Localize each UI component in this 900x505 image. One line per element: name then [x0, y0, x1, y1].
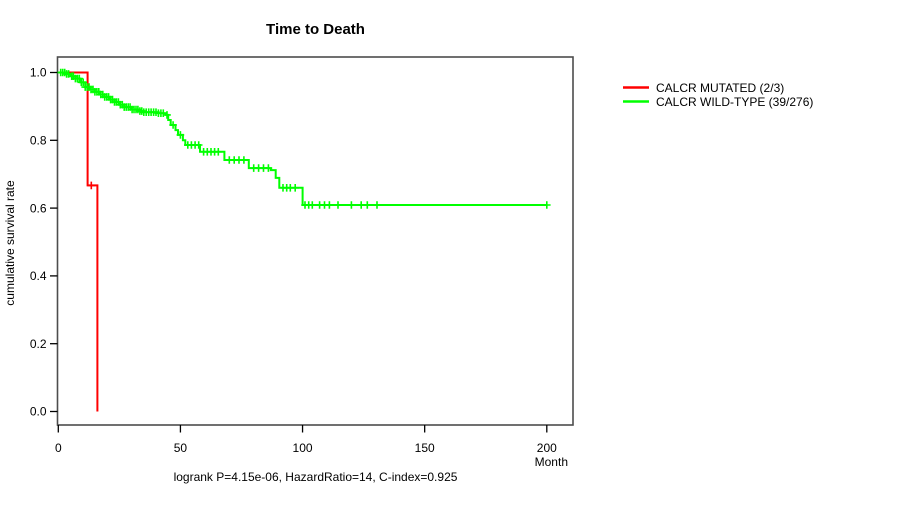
censor-mark: [543, 201, 551, 209]
x-axis-tick-label: 100: [293, 441, 313, 455]
y-axis-tick-label: 0.4: [30, 269, 47, 283]
plot-box-border: [56, 56, 574, 426]
censor-mark: [363, 201, 372, 209]
x-axis-tick-label: 150: [415, 441, 435, 455]
axis-layer: 0 50 100 150 200 0.0 0.2 0.4 0.6 0.8 1.0: [30, 66, 557, 455]
censor-mark: [325, 201, 334, 209]
x-axis-tick-label: 50: [174, 441, 188, 455]
censor-mark: [163, 111, 171, 119]
y-axis-tick-label: 0.2: [30, 337, 47, 351]
legend-label-mutated: CALCR MUTATED (2/3): [656, 81, 784, 95]
censor-mark: [240, 156, 248, 164]
y-axis-tick-label: 0.6: [30, 201, 47, 215]
censor-mark: [347, 201, 356, 209]
censor-mark: [308, 201, 317, 209]
censor-mark: [87, 181, 96, 190]
x-axis-tick-label: 200: [537, 441, 557, 455]
censor-mark: [214, 148, 223, 156]
legend-label-wild-type: CALCR WILD-TYPE (39/276): [656, 95, 813, 109]
y-axis-label: cumulative survival rate: [3, 180, 17, 306]
censor-mark: [334, 201, 342, 209]
x-axis-unit-label: Month: [535, 455, 568, 469]
legend: CALCR MUTATED (2/3) CALCR WILD-TYPE (39/…: [623, 81, 813, 109]
survival-curve: [58, 71, 547, 206]
survival-curve: [58, 71, 99, 412]
censor-mark: [373, 201, 381, 209]
series-mutated: [58, 71, 99, 412]
x-axis-tick-label: 0: [55, 441, 62, 455]
series-wild-type: [56, 68, 551, 209]
censor-mark: [194, 141, 203, 149]
censor-mark: [291, 184, 299, 192]
censor-mark: [176, 131, 185, 139]
censor-mark: [169, 121, 177, 129]
y-axis-tick-label: 0.8: [30, 134, 47, 148]
curves-layer: [56, 68, 551, 412]
stats-footer: logrank P=4.15e-06, HazardRatio=14, C-in…: [174, 470, 458, 484]
y-axis-tick-label: 1.0: [30, 66, 47, 80]
censor-mark: [79, 78, 87, 87]
censor-mark: [264, 164, 273, 172]
plot-title: Time to Death: [266, 21, 365, 38]
y-axis-tick-label: 0.0: [30, 405, 47, 419]
censor-mark: [159, 109, 168, 117]
